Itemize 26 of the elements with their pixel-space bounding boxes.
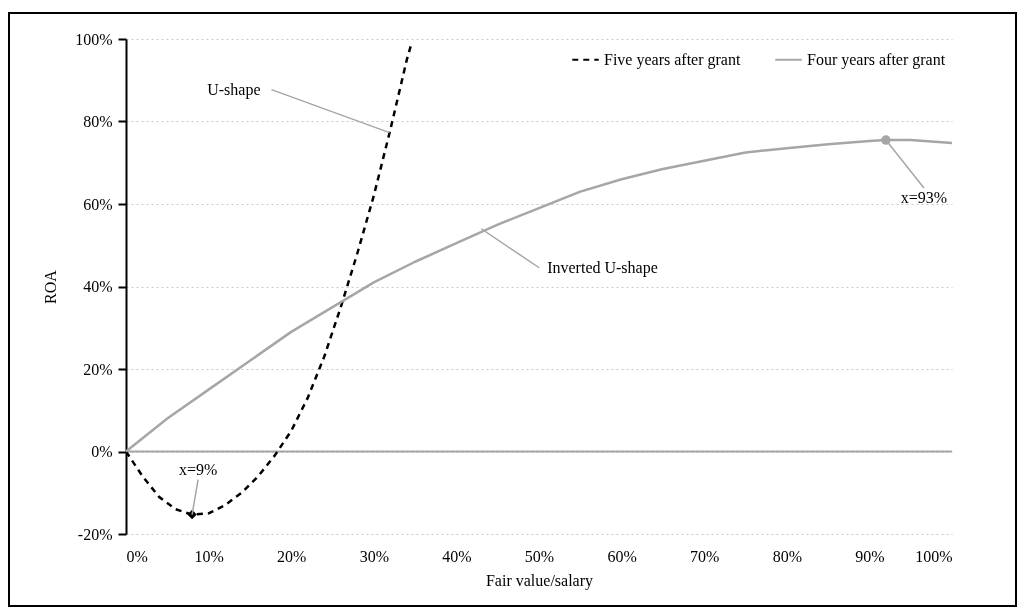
x-tick-label: 0% <box>126 547 148 565</box>
legend-label: Five years after grant <box>604 50 741 69</box>
x-tick-label: 40% <box>442 547 472 565</box>
x-tick-label: 30% <box>359 547 389 565</box>
x-tick-label: 20% <box>277 547 307 565</box>
annotation: U-shape <box>207 80 261 99</box>
legend-label: Four years after grant <box>807 50 946 69</box>
y-tick-label: 80% <box>83 113 113 130</box>
annotation: x=93% <box>900 189 948 207</box>
y-tick-label: 20% <box>83 360 113 378</box>
y-tick-label: -20% <box>77 525 113 543</box>
annotation: x=9% <box>178 460 218 478</box>
x-tick-label: 10% <box>194 547 224 565</box>
x-tick-label: 60% <box>607 547 637 565</box>
annotation: Inverted U-shape <box>547 258 658 277</box>
x-tick-label: 50% <box>524 547 555 565</box>
y-tick-label: 0% <box>91 443 113 460</box>
y-tick-label: 40% <box>83 278 113 295</box>
x-tick-label: 90% <box>855 547 885 565</box>
x-tick-label: 80% <box>772 547 802 565</box>
x-tick-label: 70% <box>690 547 720 565</box>
y-tick-label: 100% <box>75 30 113 48</box>
x-tick-label: 100% <box>915 547 953 565</box>
x-axis-title: Fair value/salary <box>485 571 594 590</box>
y-axis-title: ROA <box>42 269 60 304</box>
y-tick-label: 60% <box>83 195 113 213</box>
